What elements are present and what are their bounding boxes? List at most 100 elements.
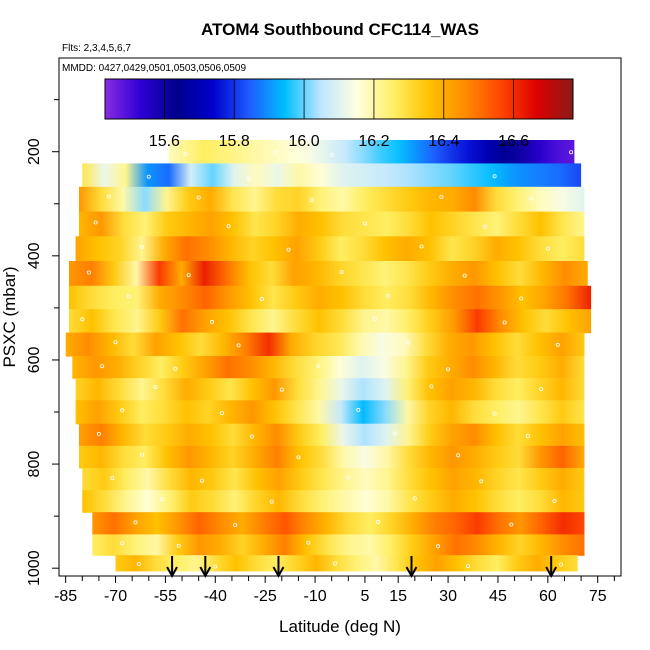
sample-point <box>183 152 188 157</box>
x-tick-label: -10 <box>303 588 326 605</box>
sample-point <box>233 523 238 528</box>
x-tick-label: -25 <box>254 588 277 605</box>
sample-point <box>339 269 344 274</box>
sample-point <box>462 273 467 278</box>
flight-arrow <box>166 556 178 579</box>
heatmap-band <box>69 285 592 310</box>
sample-point <box>296 455 301 460</box>
sample-point <box>86 270 91 275</box>
sample-point <box>446 367 451 372</box>
sample-point <box>140 452 145 457</box>
flight-arrow <box>545 556 558 579</box>
chart-title: ATOM4 Southbound CFC114_WAS <box>201 20 479 39</box>
x-tick-label: 15 <box>389 588 407 605</box>
sample-point <box>120 541 125 546</box>
sample-point <box>555 342 560 347</box>
sample-point <box>525 433 530 438</box>
sample-point <box>509 522 514 527</box>
heatmap-band <box>65 332 585 357</box>
sample-point <box>492 174 497 179</box>
heatmap-band <box>75 378 585 401</box>
sample-point <box>479 479 484 484</box>
heatmap-band <box>82 490 585 513</box>
heatmap-band <box>79 423 585 447</box>
sample-point <box>552 498 557 503</box>
sample-point <box>376 519 381 524</box>
x-axis-label: Latitude (deg N) <box>279 617 401 636</box>
sample-point <box>502 320 507 325</box>
heatmap-band <box>168 140 575 164</box>
sample-point <box>436 544 441 549</box>
x-tick-label: 5 <box>360 588 369 605</box>
x-tick-label: 30 <box>439 588 457 605</box>
sample-point <box>196 195 201 200</box>
flight-arrow <box>272 556 285 579</box>
x-tick-label: 45 <box>489 588 507 605</box>
sample-point <box>93 220 98 225</box>
colorbar-tick-label: 16.0 <box>289 133 320 150</box>
heatmap-layer <box>65 140 592 572</box>
sample-point <box>110 476 115 481</box>
sample-point <box>173 366 178 371</box>
sample-point <box>575 150 580 155</box>
sample-point <box>329 152 334 157</box>
x-tick-label: -70 <box>104 588 127 605</box>
sample-point <box>140 244 145 249</box>
sample-point <box>492 411 497 416</box>
sample-point <box>100 364 105 369</box>
heatmap-band <box>82 163 582 188</box>
sample-point <box>346 475 351 480</box>
sample-point <box>362 221 367 226</box>
sample-point <box>356 407 361 412</box>
y-tick-label: 400 <box>26 242 43 269</box>
sample-point <box>456 453 461 458</box>
heatmap-band <box>72 356 585 379</box>
sample-point <box>133 520 138 525</box>
sample-point <box>126 294 131 299</box>
sample-point <box>316 363 321 368</box>
flight-arrow <box>199 556 212 579</box>
sample-point <box>80 317 85 322</box>
sample-point <box>236 343 241 348</box>
sample-point <box>372 316 377 321</box>
sample-point <box>186 273 191 278</box>
heatmap-band <box>79 211 585 237</box>
sample-point <box>209 319 214 324</box>
sample-point <box>136 562 141 567</box>
x-tick-label: 60 <box>539 588 557 605</box>
sample-point <box>146 174 151 179</box>
colorbar-tick-label: 16.4 <box>428 133 459 150</box>
sample-point <box>412 496 417 501</box>
sample-point <box>559 562 564 567</box>
sample-point <box>259 296 264 301</box>
sample-point <box>249 434 254 439</box>
sample-point <box>273 150 278 155</box>
sample-point <box>286 247 291 252</box>
sample-point <box>120 408 125 413</box>
sample-point <box>429 384 434 389</box>
colorbar-tick-label: 15.8 <box>219 133 250 150</box>
sample-point <box>96 431 101 436</box>
flight-arrows <box>166 556 558 579</box>
sample-point <box>246 176 251 181</box>
x-axis: -85 -70 -55 -40 -25 -10 5 15 30 45 60 75 <box>54 576 615 605</box>
sample-point <box>160 496 165 501</box>
sample-point <box>539 387 544 392</box>
heatmap-band <box>82 468 585 491</box>
flight-arrow <box>405 556 418 579</box>
sample-point <box>306 540 311 545</box>
heatmap-band <box>92 512 585 535</box>
y-axis: 200 400 600 800 1000 <box>26 99 59 586</box>
colorbar-tick-label: 16.6 <box>498 133 529 150</box>
x-tick-label: -55 <box>154 588 177 605</box>
plot-frame <box>58 57 622 577</box>
sample-point <box>419 244 424 249</box>
sample-point <box>113 340 118 345</box>
sample-point <box>176 543 181 548</box>
x-tick-label: -40 <box>204 588 227 605</box>
sample-point <box>519 296 524 301</box>
heatmap-band <box>79 445 585 469</box>
sample-point <box>213 564 218 569</box>
y-tick-label: 800 <box>26 451 43 478</box>
